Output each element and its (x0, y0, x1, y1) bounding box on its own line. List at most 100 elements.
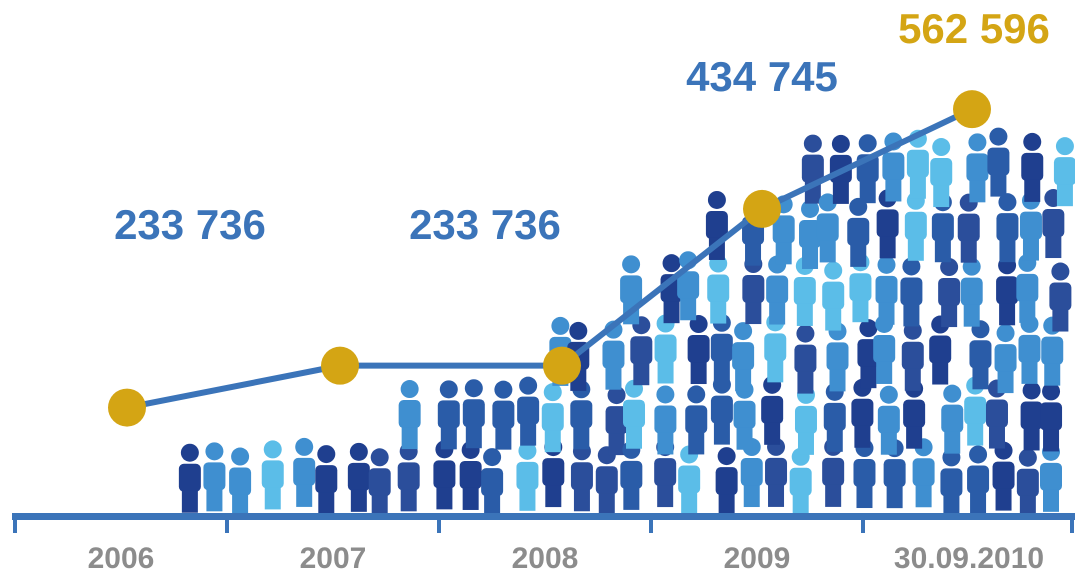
person-body (293, 458, 315, 486)
person-body (517, 397, 539, 425)
person-legs (887, 486, 903, 508)
axis-tick (1070, 513, 1074, 533)
person-body (824, 403, 846, 431)
person-body (1020, 212, 1042, 240)
person-body (853, 459, 875, 487)
person-legs (710, 302, 726, 324)
person-legs (769, 303, 785, 325)
person-body (849, 273, 871, 301)
person-body (433, 460, 455, 488)
person-head (494, 381, 512, 399)
person-body (542, 458, 564, 486)
person-body (678, 465, 700, 493)
person-body (688, 335, 710, 363)
person-legs (970, 492, 986, 514)
person-body (905, 212, 927, 240)
person-icon (878, 386, 900, 455)
person-legs (852, 300, 868, 322)
person-body (900, 277, 922, 305)
person-body (764, 333, 786, 361)
person-body (1017, 469, 1039, 497)
person-icon (851, 379, 873, 448)
person-icon (1049, 263, 1071, 332)
person-legs (745, 244, 761, 266)
person-body (851, 399, 873, 427)
person-legs (776, 242, 792, 264)
person-head (295, 438, 313, 456)
person-icon (824, 383, 846, 452)
person-head (968, 133, 986, 151)
chart: 200620072008200930.09.2010233 736233 736… (0, 0, 1075, 576)
person-icon (969, 320, 991, 389)
person-legs (820, 240, 836, 262)
axis-bar (12, 513, 1075, 520)
person-head (989, 128, 1007, 146)
person-body (932, 213, 954, 241)
person-icon (463, 379, 485, 448)
person-icon (1040, 382, 1062, 451)
person-head (622, 255, 640, 273)
person-body (571, 462, 593, 490)
person-legs (664, 301, 680, 323)
value-label: 233 736 (409, 201, 561, 248)
person-legs (574, 489, 590, 511)
person-legs (401, 489, 417, 511)
person-icon (685, 385, 707, 454)
person-body (795, 406, 817, 434)
person-legs (825, 485, 841, 507)
person-legs (933, 185, 949, 207)
person-icon (802, 135, 824, 204)
person-legs (737, 428, 753, 450)
person-legs (296, 485, 312, 507)
person-legs (206, 489, 222, 511)
person-body (882, 152, 904, 180)
person-legs (402, 427, 418, 449)
person-legs (714, 423, 730, 445)
person-head (656, 385, 674, 403)
person-legs (767, 360, 783, 382)
data-point (743, 190, 781, 228)
person-body (734, 401, 756, 429)
person-icon (542, 383, 564, 452)
person-legs (657, 485, 673, 507)
people-illustration (179, 128, 1075, 518)
person-head (824, 262, 842, 280)
person-legs (1052, 310, 1068, 332)
person-legs (1057, 184, 1073, 206)
person-icon (688, 315, 710, 384)
data-point (543, 347, 581, 385)
person-icon (203, 442, 225, 511)
person-icon (857, 134, 879, 203)
person-legs (797, 304, 813, 326)
person-body (741, 458, 763, 486)
person-body (967, 465, 989, 493)
person-body (481, 468, 503, 496)
person-legs (967, 424, 983, 446)
person-icon (1020, 192, 1042, 261)
person-head (231, 448, 249, 466)
person-head (440, 380, 458, 398)
person-legs (880, 236, 896, 258)
person-body (602, 341, 624, 369)
person-icon (678, 445, 700, 514)
person-head (663, 254, 681, 272)
person-legs (265, 487, 281, 509)
person-head (1051, 263, 1069, 281)
person-body (685, 405, 707, 433)
person-head (969, 445, 987, 463)
person-legs (545, 485, 561, 507)
person-legs (905, 369, 921, 391)
person-body (961, 278, 983, 306)
person-icon (794, 325, 816, 394)
person-icon (847, 198, 869, 267)
person-body (707, 275, 729, 303)
person-body (620, 461, 642, 489)
person-body (229, 468, 251, 496)
person-icon (179, 444, 201, 513)
person-legs (1044, 364, 1060, 386)
person-legs (545, 430, 561, 452)
axis-tick (437, 513, 441, 533)
person-legs (441, 427, 457, 449)
person-body (873, 335, 895, 363)
person-head (551, 317, 569, 335)
